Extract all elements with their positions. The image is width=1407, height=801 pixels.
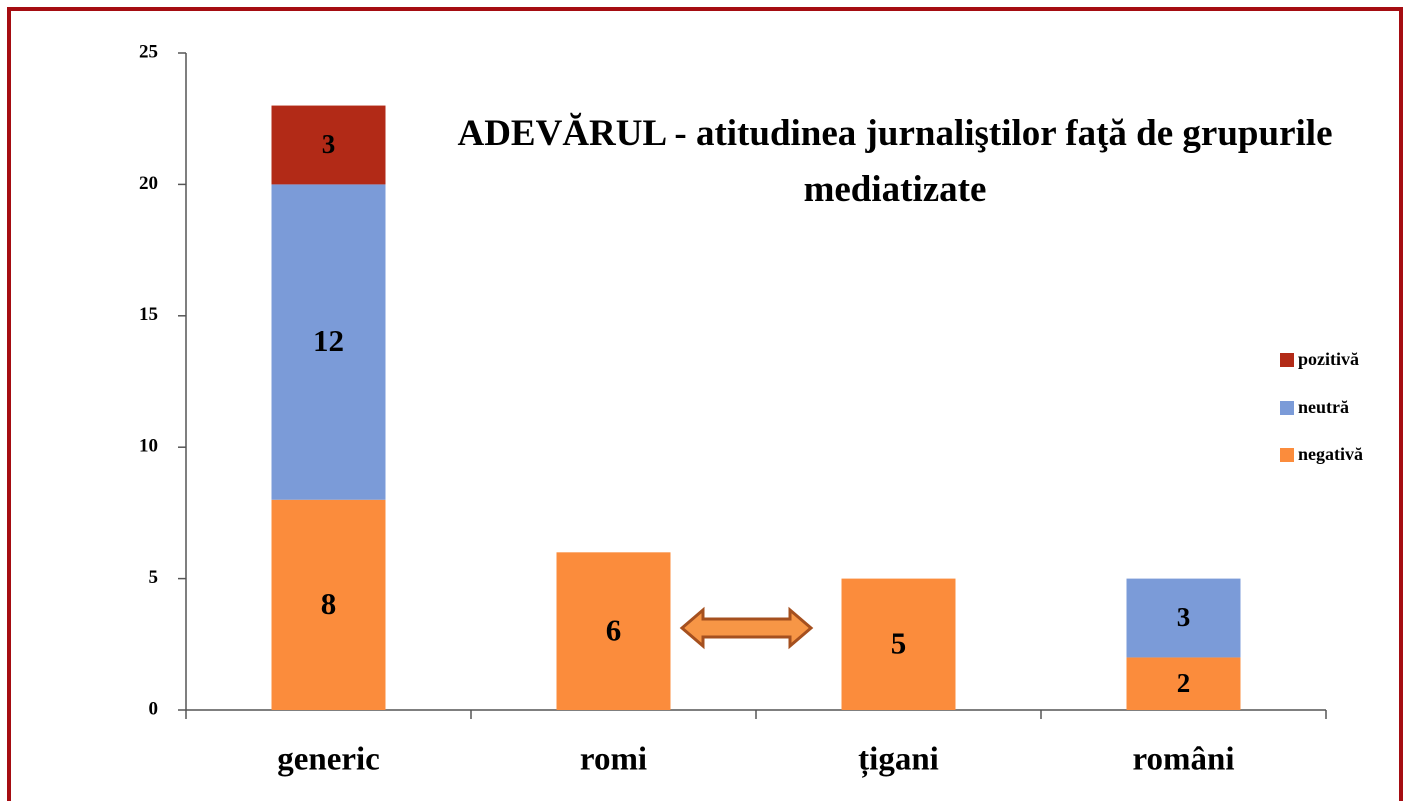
frame: [7, 7, 1403, 801]
x-tick-label: țigani: [858, 742, 939, 779]
x-tick-label: români: [1132, 742, 1234, 778]
y-tick-label: 15: [139, 304, 158, 325]
bar-segment: [556, 552, 671, 710]
legend-swatch: [1280, 353, 1294, 367]
data-label: 12: [313, 323, 344, 358]
x-tick-label: romi: [580, 742, 647, 778]
data-label: 3: [322, 129, 336, 159]
legend-label: neutră: [1298, 397, 1349, 417]
legend-swatch: [1280, 401, 1294, 415]
double-arrow: [679, 606, 814, 650]
legend-swatch: [1280, 448, 1294, 462]
data-label: 5: [891, 625, 907, 660]
bar-segment: [271, 105, 386, 185]
bar-segment: [271, 184, 386, 500]
data-label: 6: [606, 612, 622, 647]
data-label: 2: [1177, 668, 1191, 698]
y-tick-label: 5: [149, 567, 159, 588]
y-tick-label: 10: [139, 436, 158, 457]
legend-label: pozitivă: [1298, 349, 1359, 369]
legend-label: negativă: [1298, 444, 1363, 464]
y-tick-label: 0: [149, 698, 159, 719]
data-label: 3: [1177, 602, 1191, 632]
data-label: 8: [321, 586, 337, 621]
y-tick-label: 20: [139, 173, 158, 194]
y-tick-label: 25: [139, 41, 158, 62]
bar-segment: [841, 578, 956, 710]
bar-segment: [1126, 657, 1241, 710]
bar-segment: [271, 499, 386, 710]
x-tick-label: generic: [277, 742, 380, 778]
chart-title: ADEVĂRUL - atitudinea jurnaliştilor faţă…: [457, 113, 1333, 210]
bar-segment: [1126, 578, 1241, 658]
